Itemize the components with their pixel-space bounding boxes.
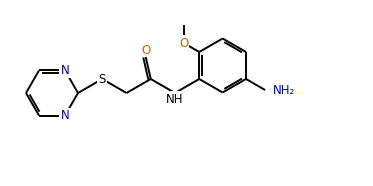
Text: O: O — [179, 36, 188, 49]
Text: N: N — [61, 109, 69, 122]
Text: O: O — [141, 44, 150, 57]
Text: S: S — [98, 73, 106, 86]
Text: N: N — [61, 64, 69, 77]
Text: NH₂: NH₂ — [273, 84, 295, 97]
Text: NH: NH — [166, 92, 184, 105]
